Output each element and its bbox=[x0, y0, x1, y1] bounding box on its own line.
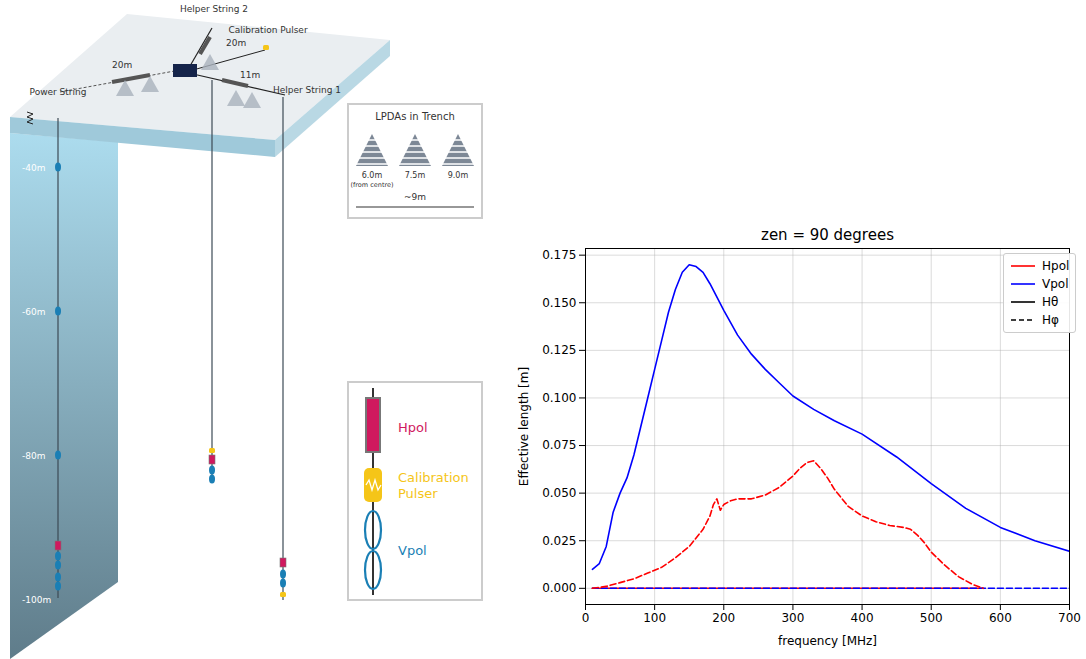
svg-text:LPDAs in Trench: LPDAs in Trench bbox=[375, 111, 455, 122]
svg-text:0.025: 0.025 bbox=[542, 534, 576, 548]
svg-text:Helper String 1: Helper String 1 bbox=[273, 85, 341, 95]
html-text:Hpol: Hpol bbox=[1042, 259, 1070, 273]
html-text:Hφ: Hφ bbox=[1042, 313, 1059, 327]
svg-text:Vpol: Vpol bbox=[398, 543, 427, 558]
svg-text:100: 100 bbox=[643, 611, 666, 625]
html-text:zen = 90 degrees: zen = 90 degrees bbox=[761, 226, 894, 244]
svg-text:500: 500 bbox=[920, 611, 943, 625]
svg-text:0: 0 bbox=[582, 611, 590, 625]
svg-text:Hpol: Hpol bbox=[398, 420, 428, 435]
svg-text:300: 300 bbox=[781, 611, 804, 625]
svg-text:600: 600 bbox=[989, 611, 1012, 625]
svg-text:~9m: ~9m bbox=[404, 192, 426, 202]
svg-text:20m: 20m bbox=[226, 38, 246, 48]
svg-text:-100m: -100m bbox=[22, 595, 51, 605]
svg-text:0.000: 0.000 bbox=[542, 581, 576, 595]
html-text:Vpol: Vpol bbox=[1042, 277, 1069, 291]
svg-text:Calibration Pulser: Calibration Pulser bbox=[228, 25, 308, 35]
svg-text:Power String: Power String bbox=[30, 87, 87, 97]
svg-text:Pulser: Pulser bbox=[398, 486, 438, 501]
svg-text:20m: 20m bbox=[112, 60, 132, 70]
svg-text:Helper String 2: Helper String 2 bbox=[180, 4, 248, 14]
svg-text:200: 200 bbox=[712, 611, 735, 625]
svg-text:700: 700 bbox=[1058, 611, 1081, 625]
svg-text:0.150: 0.150 bbox=[542, 296, 576, 310]
svg-text:0.100: 0.100 bbox=[542, 391, 576, 405]
svg-text:7.5m: 7.5m bbox=[405, 171, 426, 180]
svg-text:0.125: 0.125 bbox=[542, 343, 576, 357]
svg-text:Calibration: Calibration bbox=[398, 470, 469, 485]
svg-text:-60m: -60m bbox=[22, 307, 45, 317]
svg-text:6.0m: 6.0m bbox=[362, 171, 383, 180]
svg-text:9.0m: 9.0m bbox=[448, 171, 469, 180]
svg-text:0.050: 0.050 bbox=[542, 486, 576, 500]
html-text:Hθ: Hθ bbox=[1042, 295, 1059, 309]
svg-text:-40m: -40m bbox=[22, 163, 45, 173]
svg-text:0.175: 0.175 bbox=[542, 248, 576, 262]
svg-text:400: 400 bbox=[851, 611, 874, 625]
svg-text:11m: 11m bbox=[240, 70, 260, 80]
svg-text:0.075: 0.075 bbox=[542, 438, 576, 452]
svg-text:Effective length [m]: Effective length [m] bbox=[517, 367, 531, 486]
svg-text:(from centre): (from centre) bbox=[350, 181, 393, 189]
svg-text:-80m: -80m bbox=[22, 451, 45, 461]
svg-text:frequency [MHz]: frequency [MHz] bbox=[778, 634, 877, 648]
